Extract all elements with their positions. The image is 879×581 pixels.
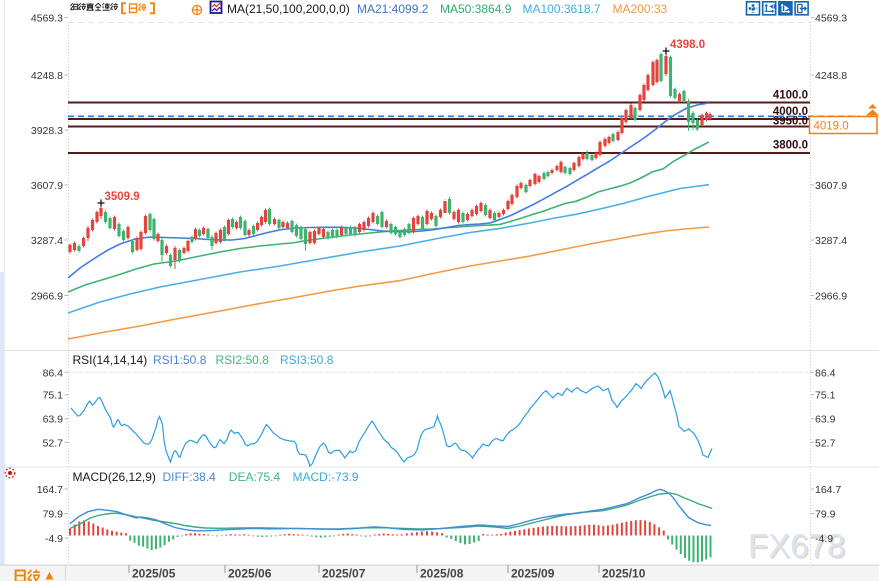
svg-text:4569.3: 4569.3	[31, 13, 63, 25]
svg-text:2966.9: 2966.9	[31, 291, 63, 303]
svg-text:3607.9: 3607.9	[31, 180, 63, 192]
svg-text:RSI3:50.8: RSI3:50.8	[280, 353, 334, 367]
svg-text:FX678: FX678	[748, 527, 845, 564]
svg-text:3607.9: 3607.9	[815, 180, 847, 192]
svg-text:-4.9: -4.9	[815, 533, 833, 545]
svg-text:2025/08: 2025/08	[420, 567, 464, 581]
svg-text:63.9: 63.9	[43, 414, 64, 426]
svg-text:MA(21,50,100,200,0,0): MA(21,50,100,200,0,0)	[227, 2, 350, 16]
svg-text:4000.0: 4000.0	[773, 106, 808, 118]
svg-text:-4.9: -4.9	[45, 533, 63, 545]
svg-text:75.1: 75.1	[43, 390, 64, 402]
svg-text:86.4: 86.4	[43, 367, 64, 379]
svg-text:164.7: 164.7	[815, 484, 841, 496]
svg-text:2025/06: 2025/06	[228, 567, 272, 581]
svg-text:4398.0: 4398.0	[670, 39, 705, 51]
svg-text:3950.0: 3950.0	[773, 116, 808, 128]
svg-text:MA21:4099.2: MA21:4099.2	[357, 2, 429, 16]
svg-text:RSI1:50.8: RSI1:50.8	[153, 353, 207, 367]
svg-text:DEA:75.4: DEA:75.4	[229, 470, 281, 484]
svg-text:MA200:33: MA200:33	[613, 2, 668, 16]
svg-text:2025/09: 2025/09	[511, 567, 555, 581]
svg-text:MACD:-73.9: MACD:-73.9	[293, 470, 359, 484]
svg-text:3287.4: 3287.4	[31, 235, 63, 247]
svg-text:2966.9: 2966.9	[815, 291, 847, 303]
svg-text:75.1: 75.1	[815, 390, 836, 402]
svg-text:3287.4: 3287.4	[815, 235, 847, 247]
svg-text:79.9: 79.9	[43, 509, 64, 521]
svg-text:MA100:3618.7: MA100:3618.7	[523, 2, 601, 16]
svg-text:2025/05: 2025/05	[132, 567, 176, 581]
svg-text:2025/07: 2025/07	[322, 567, 366, 581]
svg-text:164.7: 164.7	[37, 484, 63, 496]
svg-text:DIFF:38.4: DIFF:38.4	[163, 470, 217, 484]
svg-text:63.9: 63.9	[815, 414, 836, 426]
svg-text:3509.9: 3509.9	[105, 191, 140, 203]
svg-text:4100.0: 4100.0	[773, 90, 808, 102]
svg-text:FX678: FX678	[750, 529, 847, 566]
svg-text:4569.3: 4569.3	[815, 13, 847, 25]
svg-text:86.4: 86.4	[815, 367, 836, 379]
svg-text:4019.0: 4019.0	[814, 121, 849, 133]
svg-text:4248.8: 4248.8	[31, 70, 63, 82]
svg-text:52.7: 52.7	[43, 437, 64, 449]
svg-text:MACD(26,12,9): MACD(26,12,9)	[73, 470, 156, 484]
svg-text:3800.0: 3800.0	[773, 140, 808, 152]
svg-text:2025/10: 2025/10	[602, 567, 646, 581]
svg-text:79.9: 79.9	[815, 509, 836, 521]
svg-text:3928.3: 3928.3	[31, 125, 63, 137]
svg-text:4248.8: 4248.8	[815, 70, 847, 82]
svg-text:RSI(14,14,14): RSI(14,14,14)	[73, 353, 148, 367]
svg-text:MA50:3864.9: MA50:3864.9	[440, 2, 512, 16]
svg-text:52.7: 52.7	[815, 437, 836, 449]
svg-text:RSI2:50.8: RSI2:50.8	[216, 353, 270, 367]
